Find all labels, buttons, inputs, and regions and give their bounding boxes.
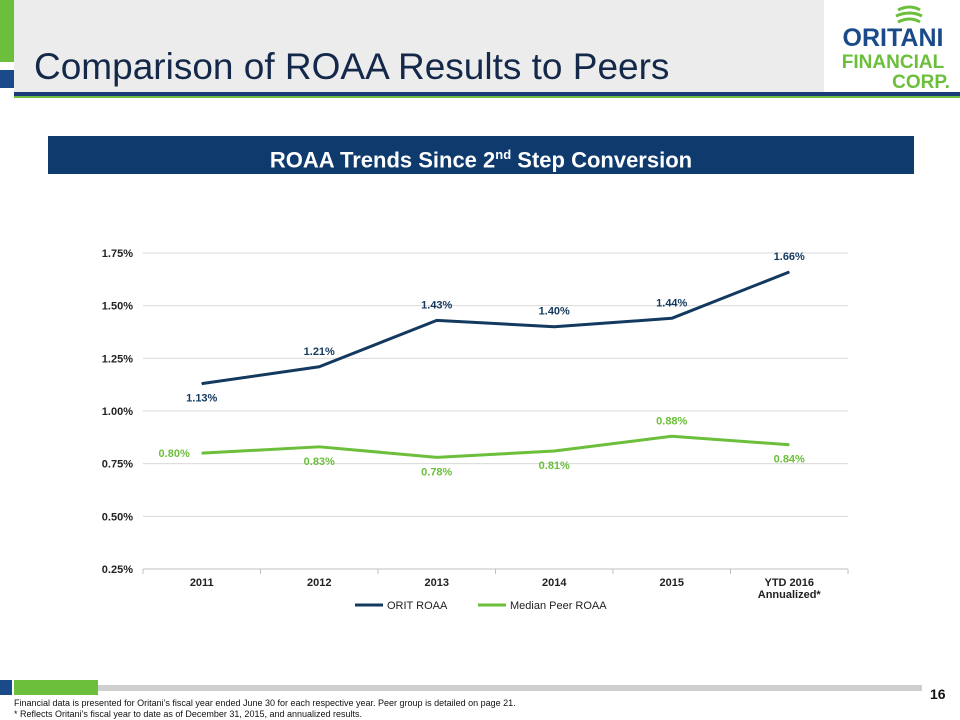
x-tick-label: 2014 bbox=[542, 577, 567, 589]
banner-text-start: ROAA Trends Since 2 bbox=[269, 147, 496, 173]
data-label: 0.80% bbox=[159, 448, 190, 460]
data-point bbox=[553, 450, 555, 452]
data-label: 0.88% bbox=[656, 415, 687, 427]
header-background bbox=[14, 0, 824, 92]
header-accent-green bbox=[0, 0, 14, 62]
footer-accent-green bbox=[14, 680, 98, 695]
data-point bbox=[671, 317, 673, 319]
footnote-ytd: * Reflects Oritani’s fiscal year to date… bbox=[14, 709, 363, 719]
series-line bbox=[201, 434, 790, 459]
data-point bbox=[318, 446, 320, 448]
data-label: 0.78% bbox=[421, 466, 452, 478]
data-label: 1.43% bbox=[421, 299, 452, 311]
x-tick-label: YTD 2016 bbox=[764, 577, 814, 589]
logo-wave-icon bbox=[895, 5, 923, 24]
banner-superscript: nd bbox=[495, 147, 512, 162]
data-point bbox=[201, 383, 203, 385]
y-tick-label: 1.25% bbox=[102, 353, 133, 365]
y-tick-label: 1.50% bbox=[102, 301, 133, 313]
page-number: 16 bbox=[930, 686, 946, 702]
y-tick-label: 0.25% bbox=[102, 564, 133, 576]
logo-text-oritani: ORITANI bbox=[843, 24, 944, 52]
data-label: 0.83% bbox=[304, 456, 335, 468]
y-tick-label: 0.50% bbox=[102, 511, 133, 523]
y-tick-label: 1.75% bbox=[102, 248, 133, 260]
footer-accent-blue bbox=[0, 680, 12, 695]
banner-text-end: Step Conversion bbox=[511, 147, 693, 173]
data-point bbox=[553, 326, 555, 328]
data-label: 1.44% bbox=[656, 297, 687, 309]
data-point bbox=[318, 366, 320, 368]
x-tick-label: Annualized* bbox=[758, 589, 822, 601]
header-rule-navy bbox=[14, 92, 960, 96]
data-point bbox=[436, 319, 438, 321]
data-label: 1.21% bbox=[304, 346, 335, 358]
data-point bbox=[788, 271, 790, 273]
logo-text-financial: FINANCIAL bbox=[842, 52, 945, 73]
legend-label: ORIT ROAA bbox=[387, 600, 448, 612]
header-accent-blue bbox=[0, 70, 14, 88]
y-tick-label: 1.00% bbox=[102, 406, 133, 418]
legend-label: Median Peer ROAA bbox=[510, 600, 607, 612]
data-label: 1.13% bbox=[186, 393, 217, 405]
logo-text-corp: CORP. bbox=[892, 72, 950, 92]
data-point bbox=[671, 435, 673, 437]
data-label: 1.66% bbox=[774, 251, 805, 263]
data-label: 1.40% bbox=[539, 306, 570, 318]
oritani-logo: ORITANI FINANCIAL CORP. bbox=[828, 2, 958, 92]
data-point bbox=[201, 452, 203, 454]
x-tick-label: 2015 bbox=[660, 577, 684, 589]
page-title: Comparison of ROAA Results to Peers bbox=[34, 46, 670, 87]
x-tick-label: 2012 bbox=[307, 577, 331, 589]
series-line bbox=[201, 270, 790, 386]
data-label: 0.84% bbox=[774, 454, 805, 466]
data-point bbox=[788, 444, 790, 446]
x-tick-label: 2013 bbox=[425, 577, 449, 589]
x-tick-label: 2011 bbox=[190, 577, 214, 589]
data-point bbox=[436, 456, 438, 458]
y-tick-label: 0.75% bbox=[102, 459, 133, 471]
footnote-financial-data: Financial data is presented for Oritani’… bbox=[14, 698, 516, 708]
data-label: 0.81% bbox=[539, 460, 570, 472]
header-rule-green bbox=[14, 96, 960, 98]
footer-bar bbox=[14, 685, 922, 691]
chart-banner: ROAA Trends Since 2nd Step Conversion bbox=[48, 136, 914, 174]
